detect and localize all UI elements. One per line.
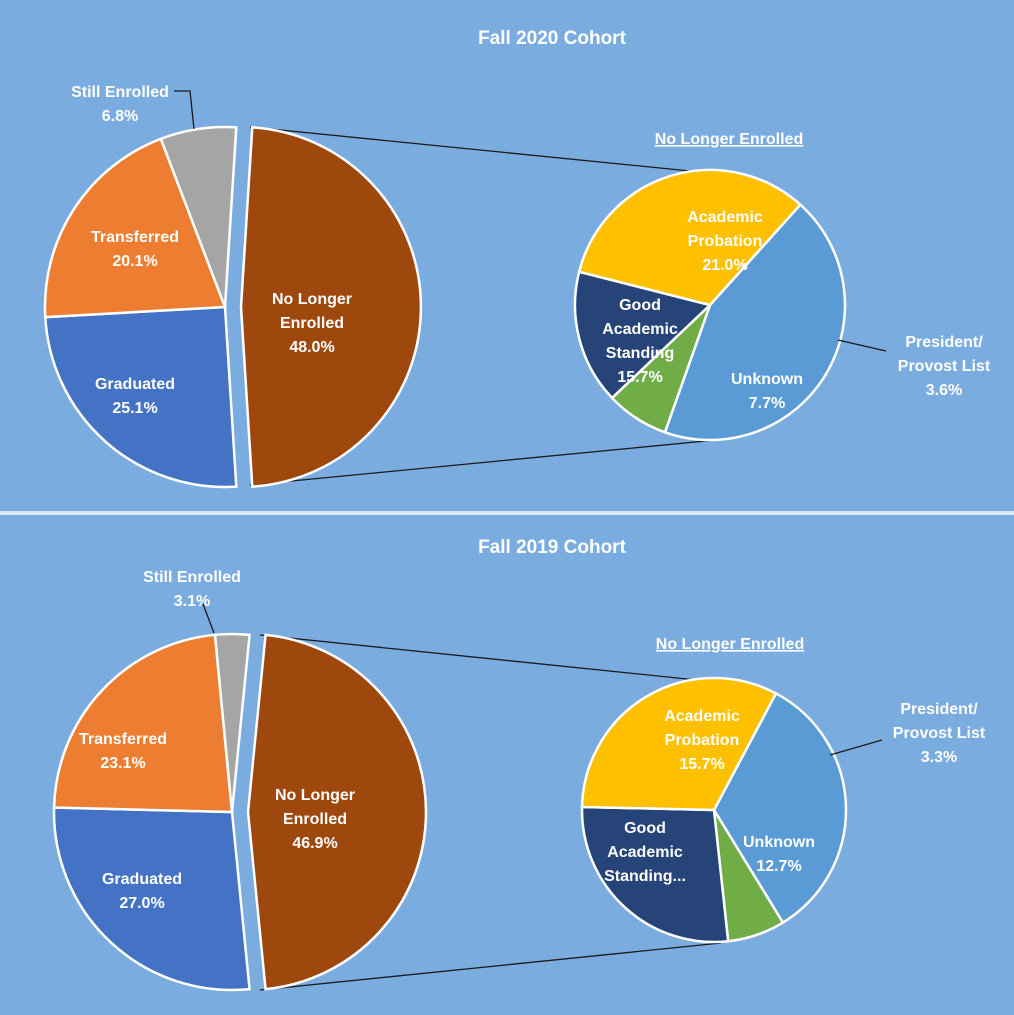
pie-slice-transferred — [52, 633, 234, 814]
leader-line-still-enrolled — [202, 603, 215, 634]
breakdown-title: No Longer Enrolled — [656, 636, 804, 653]
leader-line-still-enrolled — [174, 90, 195, 130]
data-label-good-academic-standing: Good Academic Standing 15.7% — [602, 297, 678, 386]
pie-slice-good-academic-standing — [577, 168, 803, 307]
pie-slice-still-enrolled — [213, 632, 251, 813]
data-label-unknown: Unknown 12.7% — [743, 834, 815, 875]
pie-slice-still-enrolled — [159, 125, 238, 308]
chart-title: Fall 2020 Cohort — [478, 28, 626, 49]
data-label-still-enrolled: Still Enrolled 6.8% — [71, 84, 169, 125]
data-label-no-longer-enrolled: No Longer Enrolled 46.9% — [275, 787, 355, 852]
data-label-graduated: Graduated 25.1% — [95, 376, 175, 417]
chart-panel-fall-2019: Fall 2019 Cohort No Longer Enrolled 46.9% Gr… — [0, 515, 1014, 1015]
leader-line-president-provost — [837, 339, 887, 352]
data-label-transferred: Transferred 23.1% — [79, 731, 167, 772]
data-label-academic-probation: Academic Probation 21.0% — [687, 209, 763, 274]
data-label-no-longer-enrolled: No Longer Enrolled 48.0% — [272, 291, 352, 356]
pie-slice-academic-probation — [712, 691, 848, 925]
pie-slice-unknown — [573, 270, 713, 400]
connector-line-bottom — [259, 942, 722, 991]
data-label-academic-probation: Academic Probation 15.7% — [664, 708, 740, 773]
chart-fall-2020: Fall 2020 Cohort No Longer Enrolled 48.0% Gr… — [43, 28, 991, 489]
data-label-president-provost-list: President/Provost List 3.3% — [893, 701, 986, 766]
data-label-transferred: Transferred 20.1% — [91, 229, 179, 270]
pie-slice-unknown — [580, 805, 730, 944]
chart-title: Fall 2019 Cohort — [478, 537, 626, 558]
connector-line-top — [259, 634, 717, 683]
chart-fall-2019: Fall 2019 Cohort No Longer Enrolled 46.9% Gr… — [52, 537, 986, 992]
data-label-still-enrolled: Still Enrolled 3.1% — [143, 569, 241, 610]
chart-panel-fall-2020: Fall 2020 Cohort No Longer Enrolled 48.0% Gr… — [0, 0, 1014, 511]
leader-line-president-provost — [829, 739, 883, 756]
breakdown-title: No Longer Enrolled — [655, 131, 803, 148]
data-label-graduated: Graduated 27.0% — [102, 871, 182, 912]
pie-slice-transferred — [43, 137, 227, 319]
connector-line-top — [249, 126, 711, 174]
pie-slice-academic-probation — [663, 202, 847, 442]
pie-slice-good-academic-standing — [580, 676, 778, 812]
panel-divider — [0, 511, 1014, 515]
pie-slice-no-longer-enrolled — [246, 633, 428, 991]
data-label-good-academic-standing: Good Academic Standing... — [604, 820, 686, 885]
pie-slice-graduated — [43, 305, 238, 489]
pie-slice-no-longer-enrolled — [239, 126, 423, 488]
pie-slice-graduated — [52, 806, 251, 992]
data-label-unknown: Unknown 7.7% — [731, 371, 803, 412]
data-label-president-provost-list: President/Provost List 3.6% — [898, 334, 991, 399]
connector-line-bottom — [249, 439, 717, 486]
